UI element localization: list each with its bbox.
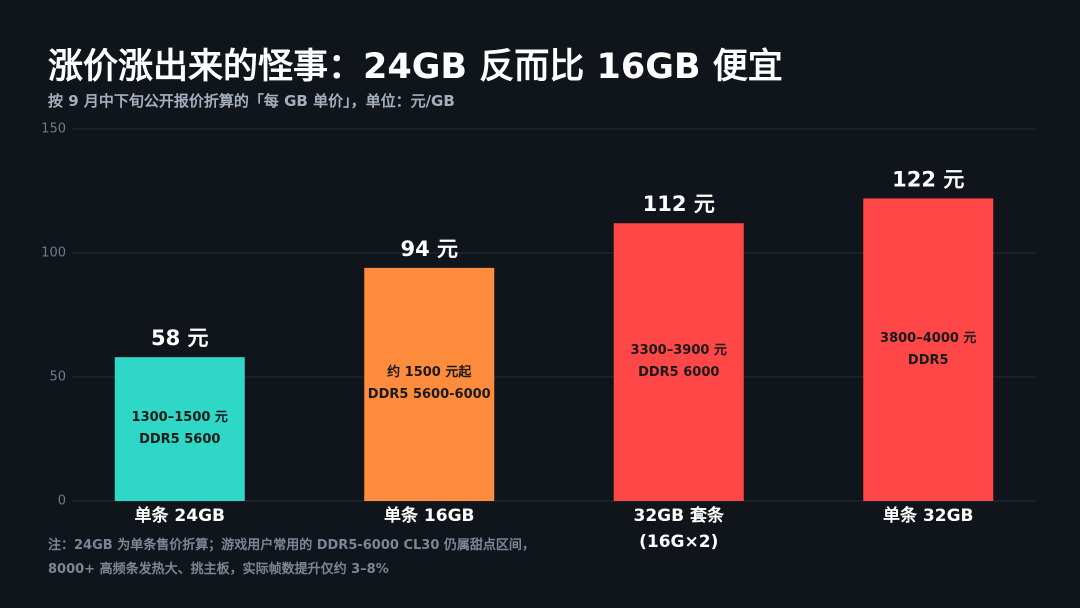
bar [863,198,994,501]
x-tick-label: 单条 32GB [883,506,974,526]
x-tick-label: 单条 24GB [134,506,226,526]
bar-annotation: 3800–4000 元 DDR5 [880,330,977,368]
bar-annotation: 3300–3900 元 DDR5 6000 [630,343,727,381]
value-label: 122 元 [892,167,964,191]
x-tick-label: 32GB 套条 (16G×2) [633,506,725,552]
bar-annotation: 1300–1500 元 DDR5 5600 [131,410,228,448]
y-tick-label: 50 [49,370,66,385]
bar [114,357,245,501]
y-tick-label: 100 [41,246,66,261]
value-label: 58 元 [151,326,209,350]
value-label: 94 元 [400,237,458,261]
footnote: 注：24GB 为单条售价折算；游戏用户常用的 DDR5-6000 CL30 仍属… [48,538,535,553]
bar [613,223,744,502]
footnote: 8000+ 高频条发热大、挑主板，实际帧数提升仅约 3–8% [48,562,389,577]
y-tick-label: 0 [58,494,66,509]
bar [364,267,495,501]
x-tick-label: 单条 16GB [384,506,475,526]
chart-title: 涨价涨出来的怪事：24GB 反而比 16GB 便宜 [48,47,783,87]
value-label: 112 元 [643,192,715,216]
y-tick-label: 150 [41,122,66,137]
subtitle: 按 9 月中下旬公开报价折算的「每 GB 单价」，单位：元/GB [48,92,455,110]
bar-annotation: 约 1500 元起 DDR5 5600-6000 [367,365,491,403]
